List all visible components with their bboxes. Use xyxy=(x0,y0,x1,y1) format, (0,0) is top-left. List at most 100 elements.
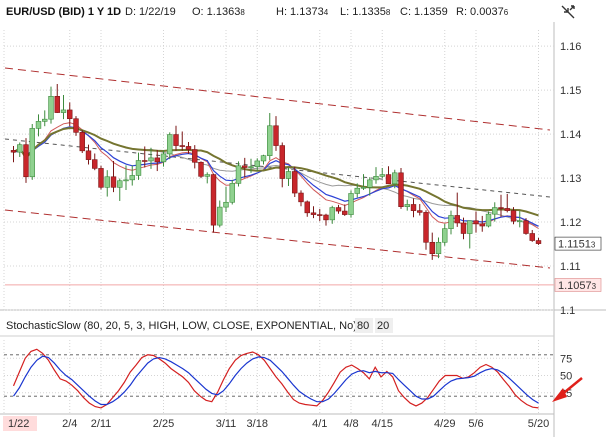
candle xyxy=(504,193,510,213)
candle-body xyxy=(323,214,329,221)
candle-body xyxy=(135,160,142,176)
candle xyxy=(223,186,229,212)
range-value: R: 0.00376 xyxy=(456,6,509,18)
stoch-k-line xyxy=(12,348,539,409)
start-date-chip xyxy=(3,416,37,431)
candle-body xyxy=(67,109,73,120)
candle-body xyxy=(342,210,348,215)
price-tick-label: 1.14 xyxy=(560,129,581,141)
candle xyxy=(148,147,154,169)
candle xyxy=(385,166,392,185)
time-tick-label: 3/18 xyxy=(247,418,268,430)
candle xyxy=(304,200,310,217)
candle xyxy=(329,205,335,224)
stoch-d-line xyxy=(13,355,539,406)
candle-body xyxy=(310,212,317,215)
candle-body xyxy=(279,145,285,179)
candle-body xyxy=(210,174,217,226)
candle-body xyxy=(517,220,523,223)
candle-body xyxy=(192,149,198,163)
candle xyxy=(248,158,254,173)
candle xyxy=(167,132,173,160)
candle-body xyxy=(442,228,448,243)
open-tail: 8 xyxy=(240,8,245,17)
time-tick-label: 2/25 xyxy=(153,418,174,430)
candle xyxy=(310,206,317,219)
time-tick-label: 5/6 xyxy=(468,418,483,430)
candle-body xyxy=(479,223,485,227)
candle-body xyxy=(104,176,110,188)
time-tick-label: 4/8 xyxy=(343,418,358,430)
candle-body xyxy=(485,213,492,227)
candle xyxy=(467,220,473,249)
candle xyxy=(204,172,210,184)
candle-body xyxy=(454,215,460,224)
time-tick-label: 2/11 xyxy=(91,418,112,430)
candle-body xyxy=(173,134,179,146)
candle xyxy=(217,200,223,228)
candle xyxy=(404,199,410,211)
date-value: D: 1/22/19 xyxy=(125,6,176,18)
candle-body xyxy=(73,118,79,133)
candle xyxy=(235,161,242,187)
level-hi-label: 80 xyxy=(357,320,369,332)
low-value: L: 1.13358 xyxy=(340,6,391,18)
candle-body xyxy=(129,175,135,181)
candle-body xyxy=(60,109,67,113)
candle xyxy=(254,158,260,172)
time-axis: 1/22 2/4 2/11 2/25 3/11 3/18 4/1 4/8 4/15 4/29 5/… xyxy=(0,413,554,431)
candle-body xyxy=(529,233,535,241)
candle-body xyxy=(354,187,360,194)
candle-body xyxy=(448,215,454,229)
candle-body xyxy=(179,145,185,147)
ma-olive-line xyxy=(12,126,539,217)
candle-body xyxy=(510,210,517,222)
candle xyxy=(360,174,367,190)
candle-body xyxy=(35,121,42,129)
stoch-title: StochasticSlow (80, 20, 5, 3, HIGH, LOW,… xyxy=(6,320,357,332)
candle-body xyxy=(223,201,229,208)
candle xyxy=(435,237,442,259)
candle xyxy=(485,211,492,228)
candle xyxy=(498,194,504,217)
candle-body xyxy=(348,193,354,215)
candle-body xyxy=(329,207,335,221)
candle-body xyxy=(298,192,304,203)
candle xyxy=(417,204,423,216)
price-tick-label: 1.1 xyxy=(560,305,575,317)
candle xyxy=(348,190,354,218)
time-tick-label: 2/4 xyxy=(62,418,77,430)
candle xyxy=(342,204,348,216)
candle xyxy=(317,208,323,222)
candle xyxy=(267,113,273,161)
candle xyxy=(160,150,167,167)
candle xyxy=(42,110,48,127)
candle-body xyxy=(535,240,542,244)
candle xyxy=(423,210,429,250)
candle xyxy=(154,149,160,172)
signal-arrow xyxy=(552,377,583,402)
candle xyxy=(292,166,298,197)
candle xyxy=(454,192,460,227)
candle xyxy=(60,94,67,120)
candle xyxy=(392,169,398,189)
candle xyxy=(398,167,404,209)
high-main: H: 1.1373 xyxy=(276,6,324,18)
price-tick-label: 1.16 xyxy=(560,41,581,53)
candle-body xyxy=(404,204,410,207)
svg-text:1.10573: 1.10573 xyxy=(558,280,597,292)
open-value: O: 1.13638 xyxy=(192,6,245,18)
candle-body xyxy=(429,241,435,255)
candle-body xyxy=(317,214,323,216)
candle-body xyxy=(492,207,498,215)
candle-body xyxy=(292,171,298,194)
price-tick-label: 1.11 xyxy=(560,261,581,273)
candle xyxy=(185,142,192,154)
collapse-arrows-icon[interactable] xyxy=(558,2,578,22)
candle-body xyxy=(304,201,310,214)
candle xyxy=(442,223,448,246)
candle xyxy=(29,124,35,180)
candle xyxy=(179,131,185,151)
time-tick-label: 4/15 xyxy=(372,418,393,430)
candle-body xyxy=(98,168,104,188)
